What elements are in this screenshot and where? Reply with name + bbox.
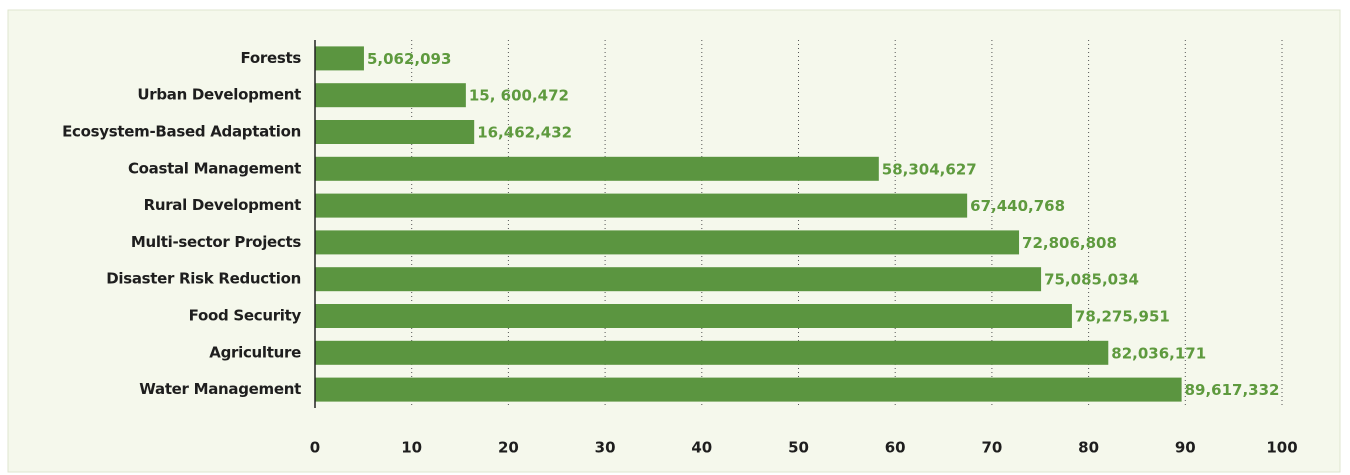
bar [315, 156, 879, 181]
data-label: 15, 600,472 [469, 87, 569, 105]
bar [315, 230, 1020, 255]
data-label: 5,062,093 [367, 50, 451, 68]
x-tick-label: 100 [1266, 439, 1297, 457]
x-tick-label: 30 [595, 439, 616, 457]
category-label: Disaster Risk Reduction [106, 270, 301, 288]
data-label: 82,036,171 [1111, 344, 1206, 362]
x-tick-label: 60 [885, 439, 906, 457]
category-label: Agriculture [209, 343, 301, 361]
category-label: Forests [241, 49, 302, 67]
bar [315, 267, 1042, 292]
data-label: 58,304,627 [882, 160, 977, 178]
x-tick-label: 50 [788, 439, 809, 457]
data-label: 16,462,432 [477, 124, 572, 142]
x-tick-label: 20 [498, 439, 519, 457]
x-tick-label: 70 [981, 439, 1002, 457]
category-label: Multi-sector Projects [131, 233, 301, 251]
x-tick-label: 10 [401, 439, 422, 457]
x-tick-label: 40 [691, 439, 712, 457]
data-label: 67,440,768 [970, 197, 1065, 215]
data-label: 89,617,332 [1185, 381, 1280, 399]
bar [315, 83, 466, 108]
x-tick-label: 0 [310, 439, 320, 457]
category-label: Food Security [189, 307, 302, 325]
bar [315, 304, 1072, 328]
x-tick-label: 80 [1078, 439, 1099, 457]
category-label: Rural Development [144, 196, 302, 214]
category-label: Ecosystem-Based Adaptation [62, 123, 301, 141]
bar [315, 377, 1182, 402]
data-label: 75,085,034 [1044, 271, 1139, 289]
bar [315, 340, 1109, 365]
category-label: Coastal Management [128, 159, 301, 177]
category-label: Urban Development [137, 86, 301, 104]
data-label: 78,275,951 [1075, 308, 1170, 326]
bar [315, 46, 364, 71]
category-label: Water Management [139, 380, 301, 398]
bar [315, 120, 475, 144]
data-label: 72,806,808 [1022, 234, 1117, 252]
x-tick-label: 90 [1175, 439, 1196, 457]
bar [315, 193, 968, 218]
